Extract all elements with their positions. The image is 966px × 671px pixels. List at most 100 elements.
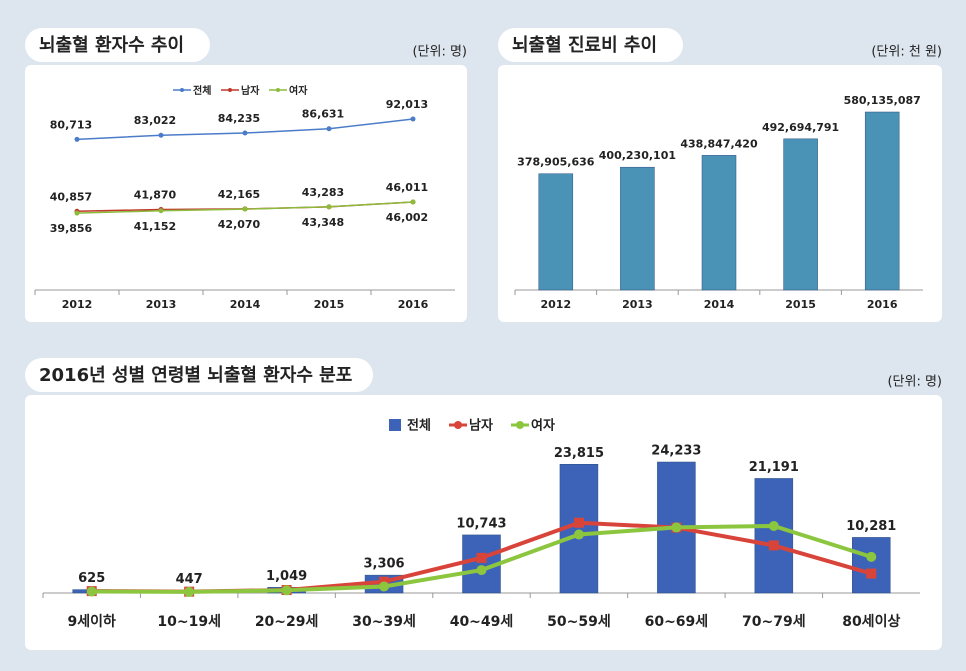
panel <box>25 65 467 322</box>
marker <box>573 529 584 540</box>
marker <box>242 130 248 136</box>
marker <box>242 206 248 212</box>
x-tick-label: 30~39세 <box>352 614 416 630</box>
x-tick-label: 10~19세 <box>157 614 221 630</box>
legend-marker <box>228 88 232 92</box>
marker <box>184 586 195 597</box>
value-label: 24,233 <box>651 444 701 459</box>
value-label: 83,022 <box>134 114 176 127</box>
value-label: 84,235 <box>218 112 260 125</box>
bar <box>783 138 818 291</box>
marker <box>410 116 416 122</box>
x-tick-label: 2013 <box>146 298 177 311</box>
value-label: 92,013 <box>386 98 428 111</box>
x-tick-label: 40~49세 <box>450 614 514 630</box>
legend-marker <box>516 421 524 429</box>
marker <box>158 132 164 138</box>
x-tick-label: 2015 <box>785 298 816 311</box>
x-tick-label: 2014 <box>230 298 261 311</box>
marker <box>671 522 682 533</box>
value-label: 46,002 <box>386 211 428 224</box>
title-tab <box>25 28 210 62</box>
unit-label: (단위: 명) <box>887 375 942 390</box>
value-label: 86,631 <box>302 108 344 121</box>
x-tick-label: 60~69세 <box>645 614 709 630</box>
bar <box>852 537 891 594</box>
marker <box>476 565 487 576</box>
x-tick-label: 50~59세 <box>547 614 611 630</box>
bar <box>538 173 574 291</box>
value-label: 40,857 <box>50 190 92 203</box>
marker <box>866 568 877 579</box>
x-tick-label: 2012 <box>540 298 571 311</box>
legend-label: 여자 <box>531 418 555 434</box>
x-tick-label: 20~29세 <box>255 614 319 630</box>
legend-marker <box>276 88 280 92</box>
bar <box>620 166 655 291</box>
marker <box>86 586 97 597</box>
panel <box>25 395 942 650</box>
marker <box>379 581 390 592</box>
value-label: 580,135,087 <box>844 94 921 107</box>
value-label: 39,856 <box>50 222 93 235</box>
x-tick-label: 2016 <box>867 298 898 311</box>
value-label: 21,191 <box>749 460 799 475</box>
x-tick-label: 2013 <box>622 298 653 311</box>
chart-title: 2016년 성별 연령별 뇌출혈 환자수 분포 <box>39 364 352 386</box>
legend-marker <box>180 88 184 92</box>
value-label: 438,847,420 <box>680 137 758 150</box>
marker <box>74 136 80 142</box>
marker <box>476 552 487 563</box>
title-tab <box>498 28 683 62</box>
legend-label: 남자 <box>241 84 260 97</box>
title-tab <box>25 358 373 392</box>
marker <box>74 210 80 216</box>
value-label: 80,713 <box>50 118 92 131</box>
value-label: 41,152 <box>134 220 176 233</box>
legend-marker <box>454 421 462 429</box>
legend-label: 여자 <box>289 84 308 97</box>
unit-label: (단위: 천 원) <box>871 45 942 60</box>
value-label: 10,743 <box>456 516 506 531</box>
marker <box>326 204 332 210</box>
value-label: 400,230,101 <box>599 149 676 162</box>
x-tick-label: 80세이상 <box>842 613 900 630</box>
marker <box>410 199 416 205</box>
marker <box>768 540 779 551</box>
value-label: 43,283 <box>302 186 344 199</box>
marker <box>573 517 584 528</box>
legend-label: 남자 <box>469 418 493 434</box>
x-tick-label: 2015 <box>314 298 345 311</box>
bar <box>701 155 737 291</box>
x-tick-label: 2014 <box>704 298 735 311</box>
legend-swatch <box>389 419 401 431</box>
value-label: 43,348 <box>302 216 344 229</box>
marker <box>281 585 292 596</box>
x-tick-label: 9세이하 <box>68 613 117 630</box>
value-label: 41,870 <box>134 188 177 201</box>
value-label: 3,306 <box>363 557 404 572</box>
value-label: 10,281 <box>846 519 896 534</box>
marker <box>326 126 332 132</box>
legend-label: 전체 <box>193 84 211 97</box>
value-label: 378,905,636 <box>517 156 595 169</box>
x-tick-label: 2016 <box>398 298 429 311</box>
bar <box>754 478 794 594</box>
value-label: 23,815 <box>554 446 604 461</box>
bar <box>864 111 900 291</box>
chart-title: 뇌출혈 환자수 추이 <box>39 34 184 56</box>
chart-title: 뇌출혈 진료비 추이 <box>512 34 657 56</box>
value-label: 42,070 <box>218 218 261 231</box>
value-label: 492,694,791 <box>762 121 839 134</box>
x-tick-label: 70~79세 <box>742 614 806 630</box>
value-label: 447 <box>176 572 203 587</box>
value-label: 1,049 <box>266 569 307 584</box>
marker <box>158 208 164 214</box>
x-tick-label: 2012 <box>62 298 93 311</box>
marker <box>768 521 779 532</box>
value-label: 46,011 <box>386 181 428 194</box>
value-label: 625 <box>78 571 105 586</box>
unit-label: (단위: 명) <box>412 45 467 60</box>
